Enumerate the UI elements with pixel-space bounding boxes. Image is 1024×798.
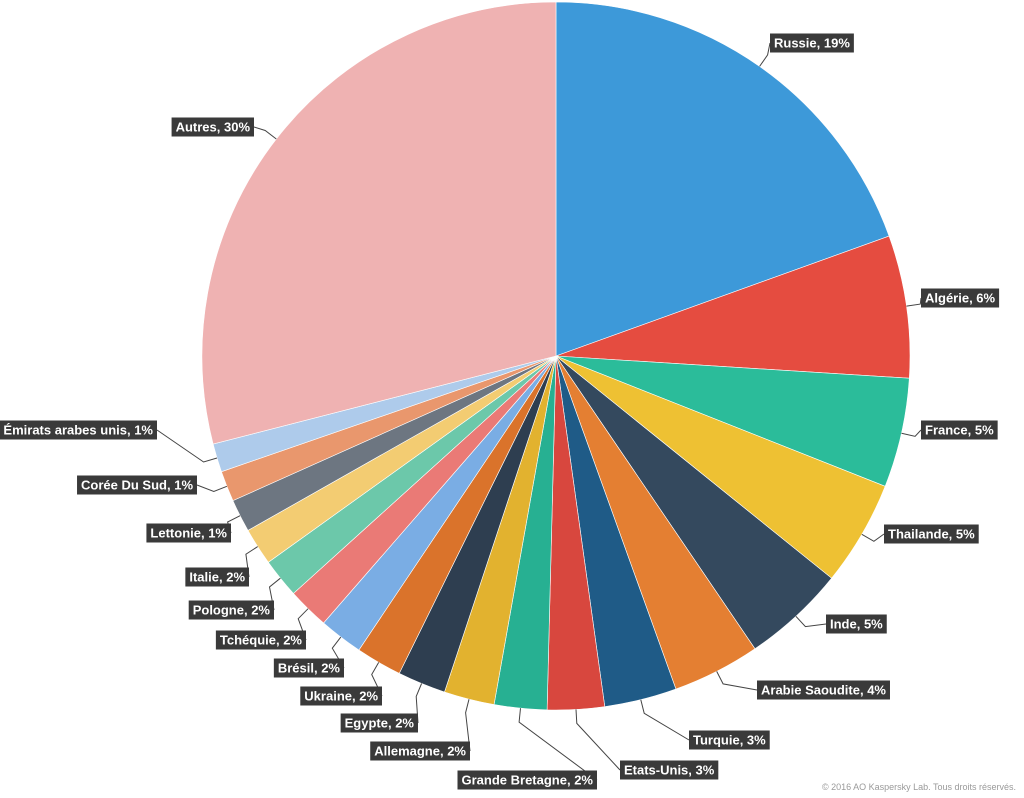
leader-line-thailande: [861, 533, 885, 542]
slice-label-lettonie: Lettonie, 1%: [150, 526, 227, 541]
leader-line-grande-bretagne: [518, 708, 598, 781]
slice-label-box-grande-bretagne: [457, 770, 597, 790]
leader-line-autres: [253, 126, 277, 140]
slice-label-box-bresil: [273, 658, 344, 678]
slice-labels: Russie, 19% Algérie, 6% France, 5% Thailand…: [0, 33, 1000, 790]
leader-line-allemagne: [465, 699, 471, 752]
leader-line-coree-du-sud: [196, 484, 228, 493]
slice-label-box-tchequie: [215, 630, 306, 650]
pie-slice-russie: [555, 1, 890, 357]
slice-label-box-italie: [185, 567, 249, 587]
slice-label-italie: Italie, 2%: [189, 570, 245, 585]
slice-label-box-turquie: [689, 730, 770, 750]
slice-label-thailande: Thailande, 5%: [888, 527, 975, 542]
slice-label-box-emirats-arabes-unis: [0, 420, 157, 440]
slice-label-box-egypte: [340, 713, 418, 733]
slice-label-box-inde: [826, 614, 887, 634]
leader-line-arabie-saoudite: [716, 671, 758, 691]
slice-label-russie: Russie, 19%: [774, 36, 850, 51]
slice-label-etats-unis: Etats-Unis, 3%: [624, 763, 715, 778]
slice-label-box-lettonie: [146, 523, 231, 543]
slice-label-box-pologne: [188, 600, 274, 620]
slice-label-autres: Autres, 30%: [176, 120, 251, 135]
label-leader-lines: [156, 42, 922, 781]
leader-line-turquie: [640, 699, 690, 741]
leader-line-etats-unis: [575, 709, 621, 771]
leader-line-inde: [795, 615, 827, 628]
slice-label-turquie: Turquie, 3%: [693, 733, 766, 748]
pie-slice-autres: [201, 1, 557, 445]
slice-label-box-arabie-saoudite: [757, 680, 890, 700]
copyright-text: © 2016 AO Kaspersky Lab. Tous droits rés…: [821, 782, 1016, 792]
slice-label-ukraine: Ukraine, 2%: [304, 689, 378, 704]
slice-label-box-autres: [171, 117, 254, 137]
slice-label-box-allemagne: [370, 741, 470, 761]
slice-label-egypte: Egypte, 2%: [345, 716, 415, 731]
leader-line-algerie: [906, 297, 922, 307]
slice-label-box-ukraine: [300, 686, 382, 706]
leader-line-france: [901, 429, 922, 437]
slice-label-france: France, 5%: [925, 423, 994, 438]
slice-label-box-etats-unis: [620, 760, 719, 780]
slice-label-box-algerie: [921, 288, 1000, 308]
slice-label-emirats-arabes-unis: Émirats arabes unis, 1%: [3, 423, 153, 438]
pie-slices: [201, 1, 911, 711]
slice-label-allemagne: Allemagne, 2%: [374, 744, 466, 759]
slice-label-tchequie: Tchéquie, 2%: [220, 633, 303, 648]
slice-label-arabie-saoudite: Arabie Saoudite, 4%: [761, 683, 886, 698]
leader-line-russie: [759, 42, 771, 67]
slice-label-box-russie: [770, 33, 854, 53]
slice-label-box-thailande: [884, 524, 979, 544]
leader-line-emirats-arabes-unis: [156, 429, 218, 463]
slice-label-box-france: [921, 420, 998, 440]
slice-label-box-coree-du-sud: [77, 475, 197, 495]
slice-label-inde: Inde, 5%: [830, 617, 883, 632]
slice-label-algerie: Algérie, 6%: [925, 291, 996, 306]
slice-label-bresil: Brésil, 2%: [278, 661, 341, 676]
pie-slice-algerie: [555, 235, 911, 379]
slice-label-grande-bretagne: Grande Bretagne, 2%: [462, 773, 594, 788]
slice-label-coree-du-sud: Corée Du Sud, 1%: [81, 478, 193, 493]
slice-label-pologne: Pologne, 2%: [193, 603, 271, 618]
